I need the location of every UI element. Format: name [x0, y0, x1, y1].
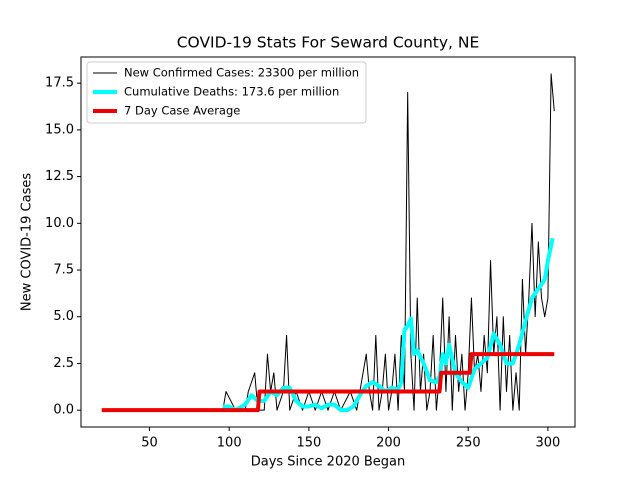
y-tick-label: 12.5: [45, 169, 74, 184]
plot-frame: [80, 56, 576, 428]
data-line: [101, 352, 555, 413]
y-axis-label: New COVID-19 Cases: [20, 173, 35, 311]
chart-title: COVID-19 Stats For Seward County, NE: [177, 34, 480, 52]
y-tick-label: 10.0: [45, 216, 74, 231]
y-tick-label: 7.5: [53, 263, 74, 278]
legend-label: New Confirmed Cases: 23300 per million: [124, 66, 359, 80]
legend: New Confirmed Cases: 23300 per million Cu…: [86, 61, 367, 124]
y-tick-label: 5.0: [53, 309, 74, 324]
legend-label: 7 Day Case Average: [124, 104, 240, 118]
x-tick-label: 300: [535, 436, 560, 451]
y-tick-label: 0.0: [53, 403, 74, 418]
y-tick-label: 15.0: [45, 122, 74, 137]
x-tick-label: 200: [376, 436, 401, 451]
legend-box: [86, 61, 367, 124]
x-tick-label: 250: [456, 436, 481, 451]
x-tick-label: 50: [141, 436, 158, 451]
x-axis-label: Days Since 2020 Began: [251, 455, 406, 470]
y-tick-label: 17.5: [45, 76, 74, 91]
x-tick-label: 100: [217, 436, 242, 451]
data-line: [222, 73, 555, 411]
data-line: [222, 237, 555, 413]
y-tick-label: 2.5: [53, 356, 74, 371]
x-tick-label: 150: [296, 436, 321, 451]
legend-label: Cumulative Deaths: 173.6 per million: [124, 85, 339, 99]
